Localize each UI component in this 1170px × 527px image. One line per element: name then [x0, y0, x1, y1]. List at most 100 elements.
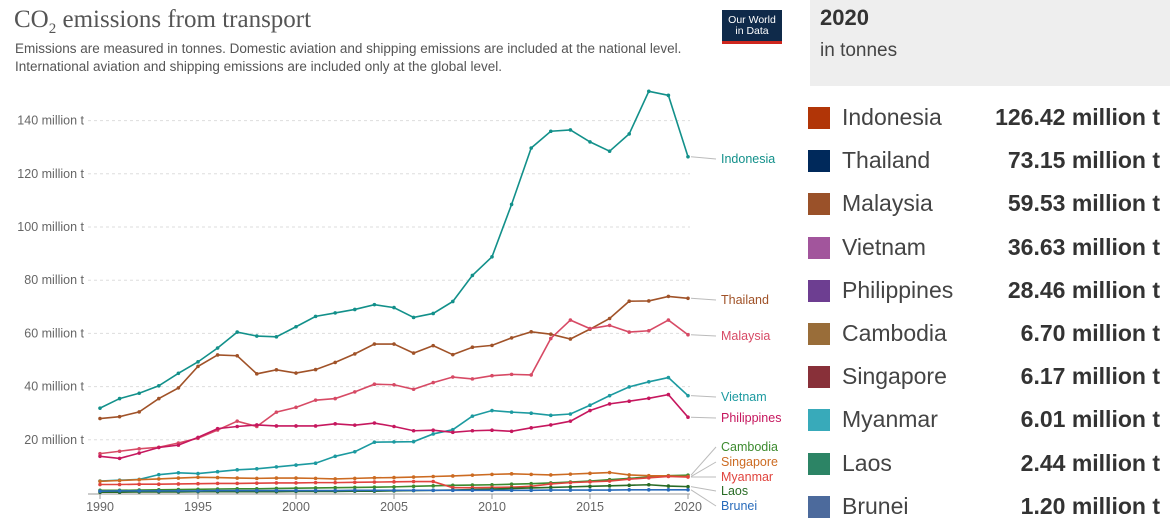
data-point-philippines-1997: [235, 425, 239, 429]
data-point-philippines-2015: [588, 409, 592, 413]
data-point-thailand-2009: [471, 345, 475, 349]
data-point-indonesia-2003: [353, 308, 357, 312]
data-point-brunei-1992: [137, 489, 141, 493]
data-point-indonesia-2012: [529, 146, 533, 150]
series-singapore: Singapore: [98, 455, 778, 483]
x-tick-label-2005: 2005: [380, 500, 408, 514]
data-point-philippines-2012: [529, 426, 533, 430]
data-point-cambodia-2007: [431, 484, 435, 488]
data-point-myanmar-2018: [647, 476, 651, 480]
data-point-philippines-1993: [157, 446, 161, 450]
panel-country-name: Cambodia: [842, 320, 947, 347]
data-point-singapore-2009: [471, 473, 475, 477]
series-label-malaysia: Malaysia: [721, 329, 770, 343]
data-point-brunei-2003: [353, 489, 357, 493]
data-point-indonesia-1994: [177, 372, 181, 376]
data-point-vietnam-1993: [157, 473, 161, 477]
data-point-thailand-2002: [333, 361, 337, 365]
data-point-laos-2016: [608, 484, 612, 488]
data-point-thailand-1994: [177, 386, 181, 390]
data-point-malaysia-2011: [510, 373, 514, 377]
panel-country-name: Vietnam: [842, 234, 926, 261]
data-point-indonesia-2018: [647, 90, 651, 94]
data-point-malaysia-2008: [451, 375, 455, 379]
data-point-vietnam-2014: [569, 412, 573, 416]
data-point-philippines-2006: [412, 429, 416, 433]
data-point-philippines-2009: [471, 429, 475, 433]
data-point-thailand-2019: [667, 295, 671, 299]
panel-country-value: 6.01 million t: [1021, 406, 1160, 433]
data-point-myanmar-2000: [294, 481, 298, 485]
data-point-singapore-2010: [490, 473, 494, 477]
data-point-vietnam-2010: [490, 409, 494, 413]
data-point-vietnam-2003: [353, 450, 357, 454]
series-label-brunei: Brunei: [721, 499, 757, 513]
x-tick-label-1990: 1990: [86, 500, 114, 514]
data-point-philippines-2000: [294, 424, 298, 428]
data-point-thailand-2000: [294, 371, 298, 375]
data-point-indonesia-2014: [569, 128, 573, 132]
data-point-brunei-2011: [510, 489, 514, 493]
data-point-singapore-1995: [196, 476, 200, 480]
data-point-myanmar-2007: [431, 480, 435, 484]
data-point-brunei-2010: [490, 489, 494, 493]
data-point-brunei-2000: [294, 489, 298, 493]
data-point-brunei-1990: [98, 489, 102, 493]
data-point-indonesia-1993: [157, 384, 161, 388]
data-point-philippines-1998: [255, 423, 259, 427]
data-point-malaysia-2018: [647, 329, 651, 333]
data-point-brunei-1993: [157, 489, 161, 493]
data-point-singapore-2005: [392, 476, 396, 480]
data-point-vietnam-2002: [333, 454, 337, 458]
legend-swatch-thailand: [808, 150, 830, 172]
data-point-indonesia-2010: [490, 255, 494, 259]
data-point-malaysia-2012: [529, 373, 533, 377]
panel-country-name: Indonesia: [842, 104, 942, 131]
panel-header: 2020 in tonnes: [810, 0, 1170, 86]
x-tick-label-2000: 2000: [282, 500, 310, 514]
panel-country-name: Malaysia: [842, 190, 933, 217]
data-point-myanmar-1994: [177, 482, 181, 486]
data-point-thailand-2001: [314, 368, 318, 372]
data-point-malaysia-2004: [373, 382, 377, 386]
data-point-vietnam-2005: [392, 440, 396, 444]
panel-country-name: Myanmar: [842, 406, 938, 433]
data-point-thailand-2007: [431, 344, 435, 348]
data-point-singapore-2013: [549, 473, 553, 477]
data-point-singapore-1991: [118, 479, 122, 483]
data-point-singapore-2007: [431, 475, 435, 479]
data-point-vietnam-2019: [667, 376, 671, 380]
data-point-thailand-2011: [510, 336, 514, 340]
data-point-indonesia-2001: [314, 315, 318, 319]
data-point-indonesia-1991: [118, 397, 122, 401]
panel-country-value: 59.53 million t: [1008, 190, 1160, 217]
panel-row-malaysia[interactable]: Malaysia 59.53 million t: [808, 184, 1160, 224]
data-point-myanmar-1995: [196, 482, 200, 486]
data-point-thailand-2004: [373, 342, 377, 346]
data-point-malaysia-2010: [490, 374, 494, 378]
data-point-vietnam-2011: [510, 410, 514, 414]
data-point-indonesia-1997: [235, 330, 239, 334]
data-point-indonesia-2019: [667, 94, 671, 98]
data-point-malaysia-2005: [392, 383, 396, 387]
data-point-singapore-2008: [451, 474, 455, 478]
data-point-thailand-1990: [98, 417, 102, 421]
data-point-laos-2019: [667, 484, 671, 488]
data-point-vietnam-1998: [255, 467, 259, 471]
series-label-thailand: Thailand: [721, 293, 769, 307]
data-point-singapore-1994: [177, 476, 181, 480]
data-point-philippines-2008: [451, 431, 455, 435]
data-point-malaysia-2019: [667, 318, 671, 322]
panel-row-myanmar[interactable]: Myanmar 6.01 million t: [808, 400, 1160, 440]
data-point-brunei-2019: [667, 488, 671, 492]
y-tick-label-100: 100 million t: [17, 220, 84, 234]
data-point-vietnam-2000: [294, 463, 298, 467]
data-point-myanmar-2017: [627, 477, 631, 481]
